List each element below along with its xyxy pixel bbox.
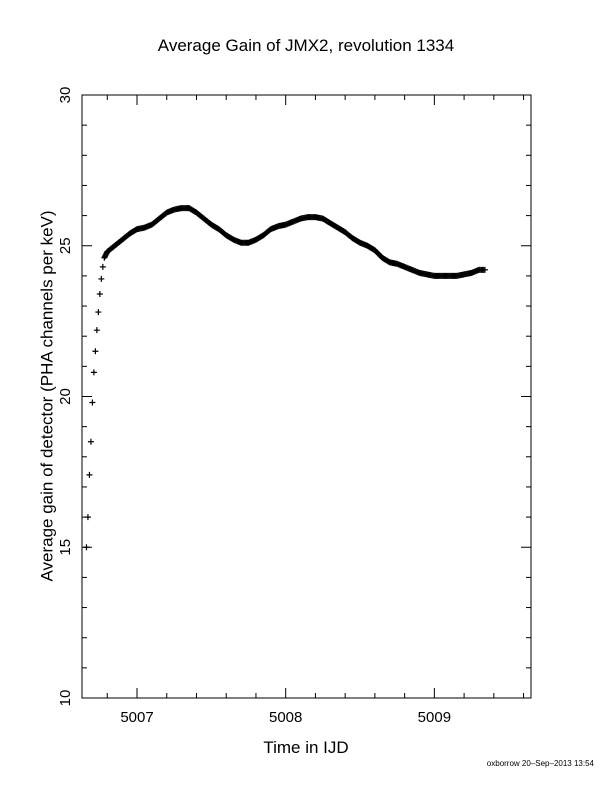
x-tick-label: 5008 bbox=[269, 709, 302, 726]
y-axis-label: Average gain of detector (PHA channels p… bbox=[37, 210, 56, 581]
footer-stamp: oxborrow 20–Sep–2013 13:54 bbox=[486, 759, 594, 768]
chart-title: Average Gain of JMX2, revolution 1334 bbox=[157, 36, 455, 55]
y-tick-label: 10 bbox=[57, 690, 74, 707]
data-point bbox=[89, 399, 96, 406]
data-point bbox=[95, 309, 102, 316]
plot-frame bbox=[81, 94, 532, 699]
x-axis-label: Time in IJD bbox=[263, 738, 349, 757]
data-point bbox=[96, 290, 103, 297]
x-tick-label: 5007 bbox=[120, 709, 153, 726]
y-tick-label: 15 bbox=[57, 539, 74, 556]
axis-ticks bbox=[82, 94, 531, 699]
data-point bbox=[86, 471, 93, 478]
data-point bbox=[90, 369, 97, 376]
data-point bbox=[83, 544, 90, 551]
data-point bbox=[92, 348, 99, 355]
data-point bbox=[98, 275, 105, 282]
data-point bbox=[87, 438, 94, 445]
data-point bbox=[481, 266, 488, 273]
tick-labels: 5007 5008 5009 10 15 20 25 30 bbox=[57, 87, 451, 726]
data-points bbox=[83, 205, 488, 551]
x-tick-label: 5009 bbox=[418, 709, 451, 726]
data-point bbox=[84, 514, 91, 521]
y-tick-label: 25 bbox=[57, 237, 74, 254]
data-point bbox=[99, 263, 106, 270]
data-point bbox=[93, 327, 100, 334]
y-tick-label: 20 bbox=[57, 388, 74, 405]
y-tick-label: 30 bbox=[57, 87, 74, 104]
